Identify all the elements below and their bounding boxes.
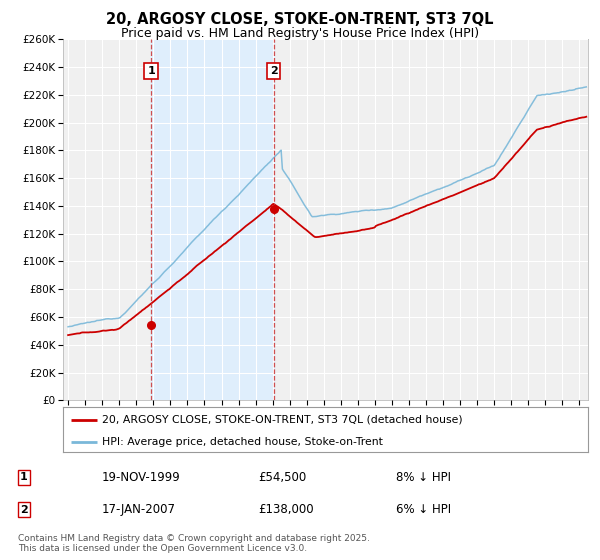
Text: 1: 1	[148, 66, 155, 76]
Text: £138,000: £138,000	[258, 503, 314, 516]
Text: 2: 2	[20, 505, 28, 515]
Text: 1: 1	[20, 473, 28, 482]
Text: 6% ↓ HPI: 6% ↓ HPI	[396, 503, 451, 516]
Text: Price paid vs. HM Land Registry's House Price Index (HPI): Price paid vs. HM Land Registry's House …	[121, 27, 479, 40]
Text: Contains HM Land Registry data © Crown copyright and database right 2025.
This d: Contains HM Land Registry data © Crown c…	[18, 534, 370, 553]
Text: 2: 2	[269, 66, 277, 76]
Text: 20, ARGOSY CLOSE, STOKE-ON-TRENT, ST3 7QL: 20, ARGOSY CLOSE, STOKE-ON-TRENT, ST3 7Q…	[106, 12, 494, 27]
Text: £54,500: £54,500	[258, 471, 306, 484]
Text: 17-JAN-2007: 17-JAN-2007	[102, 503, 176, 516]
Text: 20, ARGOSY CLOSE, STOKE-ON-TRENT, ST3 7QL (detached house): 20, ARGOSY CLOSE, STOKE-ON-TRENT, ST3 7Q…	[103, 414, 463, 424]
Text: 19-NOV-1999: 19-NOV-1999	[102, 471, 181, 484]
Text: 8% ↓ HPI: 8% ↓ HPI	[396, 471, 451, 484]
Text: HPI: Average price, detached house, Stoke-on-Trent: HPI: Average price, detached house, Stok…	[103, 437, 383, 447]
Bar	[151, 39, 274, 400]
